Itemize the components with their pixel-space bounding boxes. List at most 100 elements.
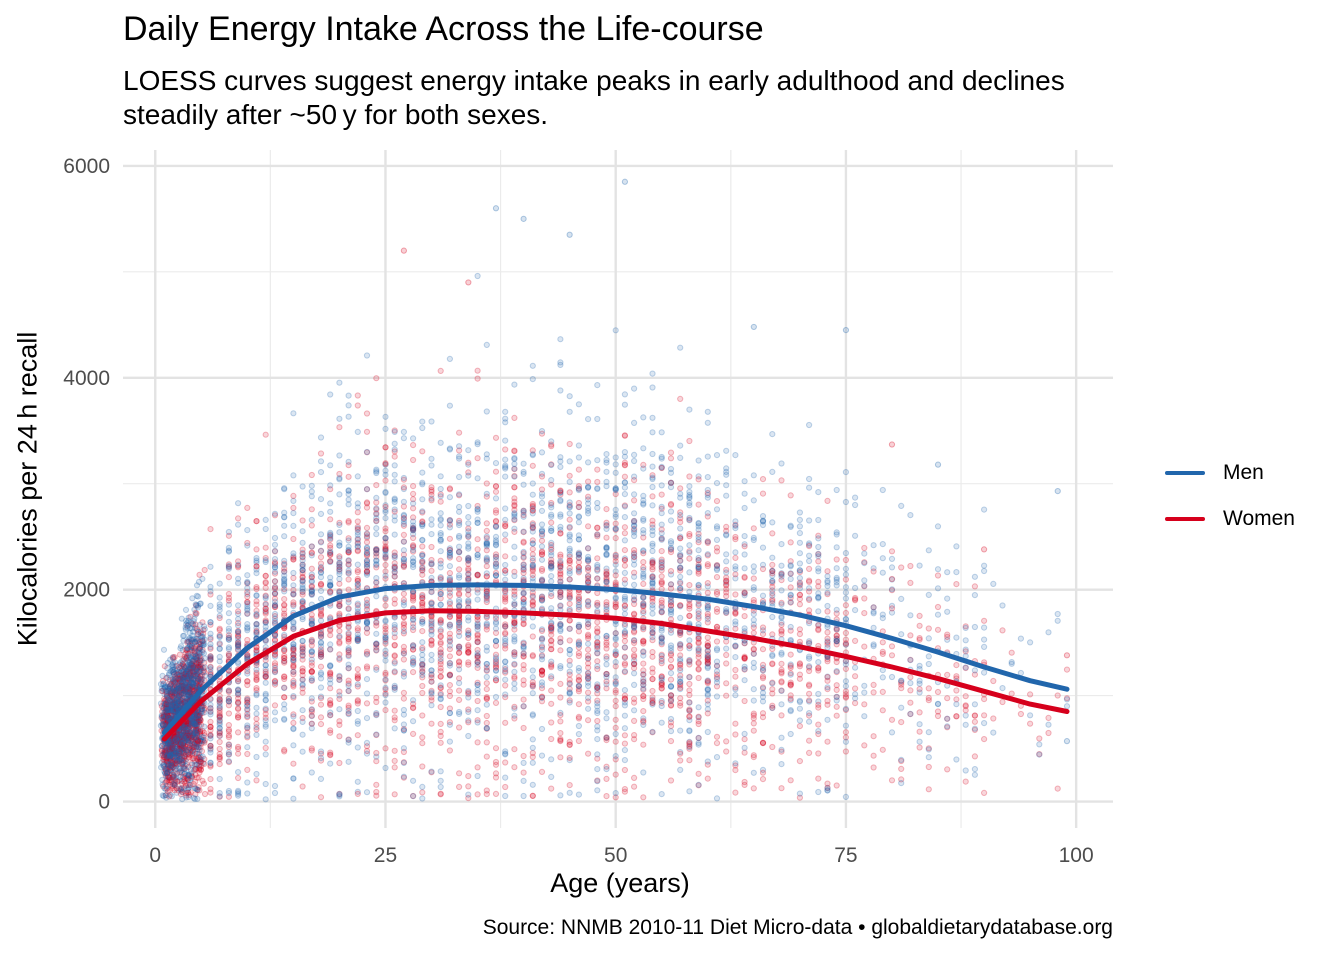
scatter-point-women xyxy=(888,716,896,723)
scatter-point-women xyxy=(603,645,610,652)
scatter-point-women xyxy=(164,773,172,780)
scatter-point-women xyxy=(175,698,182,705)
scatter-point-women xyxy=(188,662,195,669)
scatter-point-women xyxy=(182,737,189,745)
scatter-point-women xyxy=(759,776,767,783)
scatter-point-women xyxy=(168,692,175,699)
scatter-point-men xyxy=(225,528,232,536)
scatter-point-women xyxy=(207,776,214,783)
scatter-point-women xyxy=(167,744,174,751)
scatter-point-women xyxy=(925,697,932,704)
scatter-point-women xyxy=(180,673,187,680)
scatter-point-women xyxy=(244,766,251,774)
scatter-point-women xyxy=(164,777,171,784)
scatter-point-men xyxy=(253,753,260,761)
scatter-point-women xyxy=(182,728,189,736)
scatter-point-women xyxy=(164,752,171,759)
scatter-point-women xyxy=(778,670,785,677)
scatter-point-women xyxy=(373,619,380,626)
scatter-point-women xyxy=(419,712,426,719)
scatter-point-women xyxy=(164,759,171,766)
scatter-point-women xyxy=(190,726,197,733)
scatter-point-men xyxy=(879,667,886,674)
scatter-point-women xyxy=(548,785,555,792)
scatter-point-women xyxy=(164,770,171,777)
scatter-point-women xyxy=(796,758,804,765)
scatter-point-women xyxy=(336,759,343,767)
scatter-point-women xyxy=(178,744,185,751)
scatter-point-women xyxy=(483,695,490,702)
scatter-point-women xyxy=(354,790,361,798)
scatter-point-women xyxy=(566,472,573,479)
scatter-point-women xyxy=(363,410,371,417)
scatter-point-women xyxy=(186,686,193,693)
scatter-point-women xyxy=(833,682,840,689)
scatter-point-men xyxy=(354,778,361,785)
scatter-point-men xyxy=(787,575,794,583)
scatter-point-women xyxy=(806,596,813,604)
scatter-point-men xyxy=(852,691,859,698)
scatter-point-women xyxy=(713,733,721,740)
scatter-point-women xyxy=(308,522,315,529)
scatter-point-women xyxy=(354,700,361,707)
scatter-point-men xyxy=(631,419,638,426)
scatter-point-women xyxy=(520,595,527,603)
scatter-point-men xyxy=(612,790,619,797)
scatter-point-women xyxy=(172,748,180,755)
scatter-point-men xyxy=(465,447,472,454)
scatter-point-women xyxy=(419,543,426,550)
scatter-point-women xyxy=(759,624,767,631)
scatter-point-women xyxy=(172,675,179,683)
scatter-point-women xyxy=(695,660,702,667)
scatter-point-women xyxy=(870,689,877,696)
scatter-point-women xyxy=(168,712,175,719)
scatter-point-women xyxy=(483,753,490,760)
scatter-point-women xyxy=(686,555,693,562)
scatter-point-women xyxy=(621,732,629,739)
scatter-point-men xyxy=(640,769,647,776)
scatter-point-men xyxy=(437,439,444,446)
scatter-point-women xyxy=(235,750,242,757)
scatter-point-women xyxy=(175,727,183,734)
scatter-point-women xyxy=(299,672,306,679)
scatter-point-women xyxy=(566,782,573,789)
scatter-point-men xyxy=(787,570,794,577)
scatter-point-women xyxy=(178,787,185,794)
scatter-point-men xyxy=(750,659,757,666)
scatter-point-men xyxy=(806,653,813,660)
scatter-point-women xyxy=(162,765,169,772)
scatter-point-women xyxy=(184,723,191,730)
scatter-point-women xyxy=(189,686,196,693)
scatter-point-women xyxy=(187,685,194,692)
scatter-point-men xyxy=(391,446,398,453)
scatter-point-men xyxy=(1054,610,1061,618)
scatter-point-women xyxy=(184,688,191,695)
scatter-point-women xyxy=(769,583,776,591)
scatter-point-women xyxy=(400,531,407,539)
scatter-point-men xyxy=(566,545,573,552)
scatter-point-men xyxy=(999,685,1006,692)
scatter-point-men xyxy=(271,541,279,548)
scatter-point-women xyxy=(962,702,969,709)
scatter-point-women xyxy=(806,690,813,697)
scatter-point-men xyxy=(235,602,242,609)
scatter-point-women xyxy=(796,660,804,667)
scatter-point-women xyxy=(934,603,942,611)
scatter-point-men xyxy=(290,742,297,749)
scatter-point-women xyxy=(170,686,177,694)
scatter-point-women xyxy=(177,755,184,763)
scatter-point-men xyxy=(382,467,389,474)
scatter-point-women xyxy=(171,681,178,688)
scatter-point-women xyxy=(1027,720,1034,727)
scatter-point-women xyxy=(511,448,518,455)
scatter-point-women xyxy=(187,669,194,676)
scatter-point-women xyxy=(171,704,178,711)
scatter-point-women xyxy=(778,712,785,719)
scatter-point-women xyxy=(162,766,169,773)
scatter-point-men xyxy=(732,549,739,556)
scatter-point-women xyxy=(327,727,334,734)
scatter-point-women xyxy=(168,707,175,714)
scatter-point-women xyxy=(336,627,343,635)
scatter-point-women xyxy=(529,792,536,800)
scatter-point-men xyxy=(262,662,269,669)
